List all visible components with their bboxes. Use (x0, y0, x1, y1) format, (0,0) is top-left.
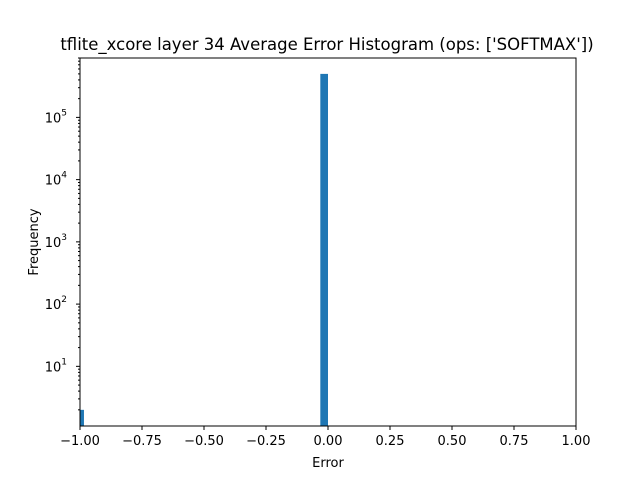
histogram-bar (80, 409, 84, 426)
x-tick-label: 0.25 (376, 434, 405, 449)
y-axis-ticks: 101 102 103 104 105 (45, 57, 80, 411)
x-axis-label: Error (312, 456, 344, 471)
y-tick-label: 103 (45, 233, 67, 251)
y-tick-label: 102 (45, 295, 67, 313)
x-tick-label: −1.00 (60, 434, 100, 449)
x-tick-label: 0.50 (438, 434, 467, 449)
y-axis-label: Frequency (27, 208, 42, 275)
x-tick-label: 0.75 (500, 434, 529, 449)
x-tick-label: −0.25 (246, 434, 286, 449)
x-tick-label: −0.75 (122, 434, 162, 449)
histogram-bar (320, 73, 328, 426)
chart-title: tflite_xcore layer 34 Average Error Hist… (60, 35, 593, 55)
x-tick-label: −0.50 (184, 434, 224, 449)
y-tick-label: 104 (45, 171, 68, 189)
y-tick-label: 101 (45, 357, 67, 375)
bars-group (80, 73, 328, 426)
x-tick-label: 1.00 (562, 434, 591, 449)
plot-frame (79, 57, 577, 427)
x-tick-label: 0.00 (314, 434, 343, 449)
y-tick-label: 105 (45, 108, 67, 126)
x-axis-ticks: −1.00 −0.75 −0.50 −0.25 0.00 0.25 0.50 0.75 1.00 (60, 426, 590, 449)
